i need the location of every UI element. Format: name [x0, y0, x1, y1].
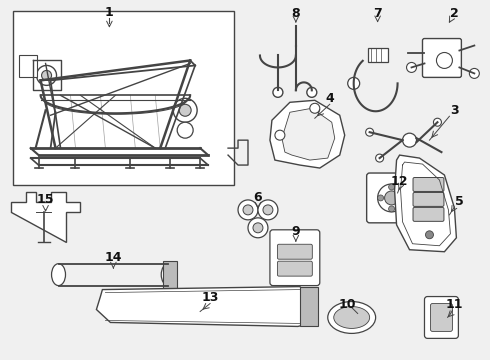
- Text: 11: 11: [445, 298, 463, 311]
- FancyBboxPatch shape: [367, 173, 416, 223]
- Bar: [300, 287, 318, 327]
- Circle shape: [366, 128, 374, 136]
- Circle shape: [407, 62, 416, 72]
- Ellipse shape: [161, 264, 175, 285]
- FancyBboxPatch shape: [277, 244, 312, 259]
- Circle shape: [173, 98, 197, 122]
- Ellipse shape: [51, 264, 66, 285]
- Text: 1: 1: [105, 6, 114, 19]
- Bar: [163, 261, 177, 289]
- Circle shape: [378, 184, 406, 212]
- FancyBboxPatch shape: [413, 193, 444, 206]
- Bar: [13, 11, 234, 185]
- Text: 7: 7: [373, 7, 382, 20]
- Circle shape: [275, 130, 285, 140]
- Text: 8: 8: [292, 7, 300, 20]
- Circle shape: [425, 231, 434, 239]
- Circle shape: [307, 87, 317, 97]
- Polygon shape: [11, 192, 80, 242]
- Circle shape: [389, 206, 394, 212]
- Polygon shape: [97, 287, 318, 327]
- Text: 4: 4: [325, 92, 334, 105]
- Circle shape: [385, 191, 398, 205]
- Circle shape: [177, 122, 193, 138]
- Circle shape: [403, 133, 416, 147]
- Bar: [19, 55, 37, 77]
- Circle shape: [399, 195, 406, 201]
- FancyBboxPatch shape: [431, 303, 452, 332]
- Circle shape: [263, 205, 273, 215]
- Circle shape: [437, 53, 452, 68]
- FancyBboxPatch shape: [424, 297, 458, 338]
- FancyBboxPatch shape: [422, 39, 462, 77]
- Text: 13: 13: [201, 291, 219, 304]
- Circle shape: [248, 218, 268, 238]
- Text: 12: 12: [391, 175, 408, 189]
- Circle shape: [258, 200, 278, 220]
- Text: 9: 9: [292, 225, 300, 238]
- Polygon shape: [270, 100, 345, 168]
- Bar: [368, 48, 388, 62]
- Text: 14: 14: [105, 251, 122, 264]
- Circle shape: [348, 77, 360, 89]
- FancyBboxPatch shape: [270, 230, 320, 285]
- FancyBboxPatch shape: [413, 207, 444, 221]
- Text: 15: 15: [37, 193, 54, 206]
- Text: 3: 3: [450, 104, 459, 117]
- Circle shape: [42, 71, 51, 80]
- Circle shape: [179, 104, 191, 116]
- Ellipse shape: [334, 306, 369, 328]
- Ellipse shape: [328, 302, 376, 333]
- Text: 5: 5: [455, 195, 464, 208]
- Text: 2: 2: [450, 7, 459, 20]
- Circle shape: [273, 87, 283, 97]
- FancyBboxPatch shape: [413, 177, 444, 192]
- Text: 10: 10: [339, 298, 356, 311]
- Circle shape: [469, 68, 479, 78]
- Circle shape: [37, 66, 56, 85]
- Circle shape: [378, 195, 384, 201]
- Polygon shape: [282, 108, 335, 160]
- Circle shape: [310, 103, 320, 113]
- Circle shape: [376, 154, 384, 162]
- Polygon shape: [394, 155, 456, 252]
- FancyBboxPatch shape: [277, 261, 312, 276]
- Circle shape: [253, 223, 263, 233]
- Circle shape: [434, 118, 441, 126]
- Circle shape: [389, 184, 394, 190]
- Text: 6: 6: [254, 192, 262, 204]
- Circle shape: [243, 205, 253, 215]
- Circle shape: [238, 200, 258, 220]
